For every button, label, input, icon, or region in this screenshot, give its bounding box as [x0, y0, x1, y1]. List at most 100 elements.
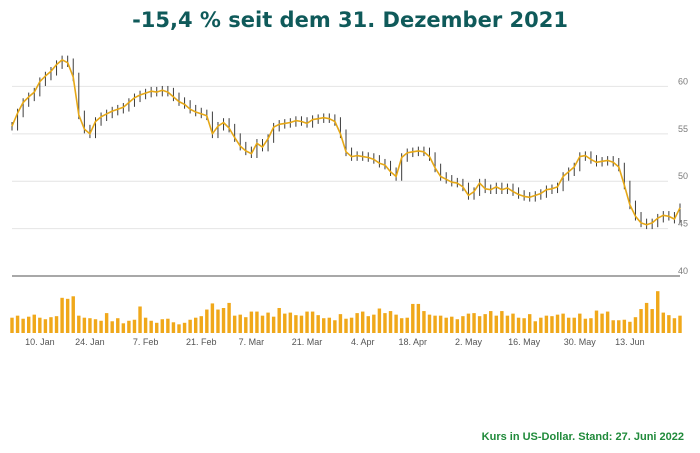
volume-bar: [15, 315, 20, 333]
volume-bar: [333, 320, 337, 333]
volume-bar: [483, 314, 487, 333]
x-tick-label: 16. May: [508, 337, 541, 347]
y-tick-label: 60: [678, 76, 688, 86]
volume-bar: [411, 303, 415, 333]
x-tick-label: 10. Jan: [25, 337, 55, 347]
volume-bar: [244, 317, 248, 333]
volume-bar: [422, 311, 426, 333]
volume-bar: [544, 315, 549, 333]
volume-bar: [38, 317, 42, 333]
x-tick-label: 2. May: [455, 337, 483, 347]
volume-bar: [394, 314, 398, 333]
volume-bar: [622, 319, 627, 333]
volume-bar: [43, 319, 48, 333]
chart-title: -15,4 % seit dem 31. Dezember 2021: [132, 8, 568, 32]
volume-bar: [138, 306, 142, 333]
volume-bar: [405, 317, 409, 333]
volume-bar: [110, 321, 114, 333]
y-tick-label: 40: [678, 266, 688, 276]
volume-bar: [672, 318, 677, 333]
volume-bar: [177, 324, 181, 333]
x-tick-label: 18. Apr: [399, 337, 428, 347]
volume-bar: [583, 318, 588, 333]
volume-bar: [116, 318, 120, 333]
volume-bar: [54, 316, 59, 333]
volume-bar: [656, 291, 660, 333]
volume-bar: [522, 318, 526, 333]
volume-bar: [628, 321, 632, 333]
volume-bar: [366, 316, 370, 333]
volume-bar: [678, 315, 682, 333]
volume-bar: [561, 313, 565, 333]
volume-bar: [60, 297, 64, 333]
volume-bar: [26, 316, 31, 333]
volume-bar: [377, 308, 382, 333]
volume-bar: [294, 315, 298, 333]
volume-bar: [388, 311, 393, 333]
y-tick-label: 45: [678, 219, 688, 229]
y-tick-label: 55: [678, 124, 688, 134]
price-wicks: [11, 55, 681, 230]
volume-bar: [667, 315, 671, 333]
volume-bar: [355, 313, 359, 333]
volume-bar: [316, 315, 320, 333]
volume-bar: [166, 318, 170, 333]
volume-bar: [444, 317, 448, 333]
volume-bar: [650, 309, 654, 333]
volume-bar: [505, 315, 510, 333]
volume-bar: [450, 316, 454, 333]
volume-bar: [433, 315, 437, 333]
volume-bar: [477, 316, 482, 333]
volume-bar: [360, 311, 365, 333]
volume-bar: [121, 323, 126, 333]
date-x-axis-ticks: 10. Jan 24. Jan 7. Feb 21. Feb 7. Mar 21. Mar…: [25, 337, 645, 347]
volume-bar: [539, 317, 543, 333]
volume-bar: [155, 322, 159, 333]
volume-bar: [32, 314, 36, 333]
volume-bar: [472, 313, 476, 333]
volume-bar: [533, 321, 537, 333]
volume-bar: [271, 316, 276, 333]
volume-bar: [255, 311, 259, 333]
volume-bar: [527, 314, 532, 333]
volume-bar: [305, 311, 309, 333]
volume-bar: [399, 318, 404, 333]
volume-bar: [71, 296, 75, 333]
volume-bar: [104, 313, 109, 333]
x-tick-label: 21. Mar: [292, 337, 323, 347]
volume-bar: [205, 309, 209, 333]
volume-bar: [644, 302, 649, 333]
volume-bar: [260, 315, 265, 333]
volume-bar: [149, 320, 153, 333]
volume-bar: [633, 317, 638, 333]
volume-bar: [160, 319, 165, 333]
volume-bar: [511, 313, 515, 333]
volume-bar: [500, 311, 504, 333]
volume-bar: [572, 317, 576, 333]
price-line-layer: [11, 59, 681, 226]
volume-bar: [639, 309, 643, 333]
x-tick-label: 21. Feb: [186, 337, 217, 347]
source-footnote: Kurs in US-Dollar. Stand: 27. Juni 2022: [481, 431, 684, 443]
volume-bar: [77, 315, 81, 333]
volume-bar: [49, 317, 53, 333]
volume-bar: [277, 308, 281, 333]
volume-bar: [143, 317, 148, 333]
volume-bar: [349, 317, 354, 333]
volume-bar: [322, 318, 326, 333]
volume-bar: [65, 298, 70, 333]
volume-bar: [21, 318, 25, 333]
volume-bar: [566, 317, 571, 333]
x-tick-label: 7. Feb: [133, 337, 159, 347]
volume-bar: [171, 322, 176, 333]
volume-bar: [288, 312, 293, 333]
volume-bar: [611, 320, 615, 333]
volume-bar: [82, 317, 87, 333]
volume-bar: [99, 320, 103, 333]
volume-bar: [438, 315, 443, 333]
volume-bar: [489, 311, 493, 333]
volume-bar: [661, 312, 666, 333]
price-line: [11, 59, 681, 226]
volume-bar: [93, 319, 98, 333]
volume-bar: [383, 313, 387, 333]
